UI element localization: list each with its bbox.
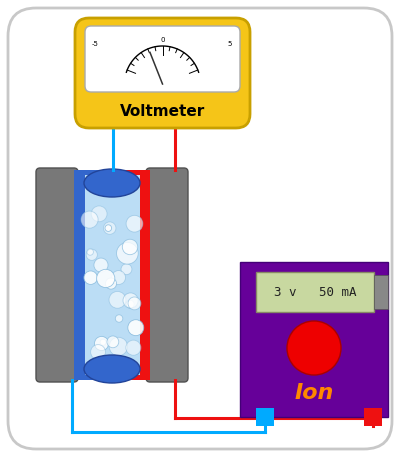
- FancyBboxPatch shape: [146, 168, 188, 382]
- Bar: [256, 408, 274, 426]
- Bar: [364, 408, 382, 426]
- Text: -5: -5: [92, 41, 98, 47]
- Circle shape: [104, 222, 116, 234]
- Circle shape: [91, 345, 106, 360]
- Text: Ion: Ion: [294, 383, 334, 403]
- Circle shape: [106, 278, 116, 289]
- Circle shape: [107, 336, 119, 348]
- Circle shape: [87, 249, 94, 255]
- Circle shape: [128, 297, 141, 310]
- Circle shape: [81, 211, 98, 228]
- FancyBboxPatch shape: [75, 18, 250, 128]
- Circle shape: [126, 340, 141, 355]
- Circle shape: [123, 293, 138, 308]
- Circle shape: [122, 239, 138, 255]
- FancyBboxPatch shape: [36, 168, 78, 382]
- Circle shape: [109, 337, 128, 356]
- Text: 0: 0: [160, 37, 165, 43]
- FancyBboxPatch shape: [85, 26, 240, 92]
- Bar: [256, 272, 374, 312]
- Bar: [124, 170, 150, 380]
- Circle shape: [116, 243, 138, 264]
- Bar: [74, 170, 100, 380]
- Circle shape: [109, 292, 126, 308]
- Ellipse shape: [84, 169, 140, 197]
- Circle shape: [126, 215, 143, 232]
- Circle shape: [126, 300, 134, 308]
- Circle shape: [115, 315, 123, 322]
- Circle shape: [94, 258, 108, 272]
- Circle shape: [91, 206, 107, 222]
- Circle shape: [121, 264, 132, 275]
- Ellipse shape: [84, 355, 140, 383]
- Circle shape: [94, 336, 109, 351]
- Circle shape: [86, 249, 97, 260]
- Circle shape: [287, 321, 341, 375]
- Circle shape: [112, 271, 126, 285]
- Circle shape: [97, 176, 116, 195]
- Text: 3 v   50 mA: 3 v 50 mA: [274, 286, 356, 298]
- Bar: [374, 275, 388, 309]
- Bar: [240, 262, 388, 417]
- Circle shape: [100, 339, 106, 345]
- FancyBboxPatch shape: [8, 8, 392, 449]
- Circle shape: [105, 225, 112, 231]
- Text: 5: 5: [228, 41, 232, 47]
- Circle shape: [96, 269, 115, 287]
- Circle shape: [128, 320, 144, 335]
- Circle shape: [84, 271, 98, 284]
- Text: Voltmeter: Voltmeter: [120, 105, 205, 119]
- Bar: [85, 175, 140, 375]
